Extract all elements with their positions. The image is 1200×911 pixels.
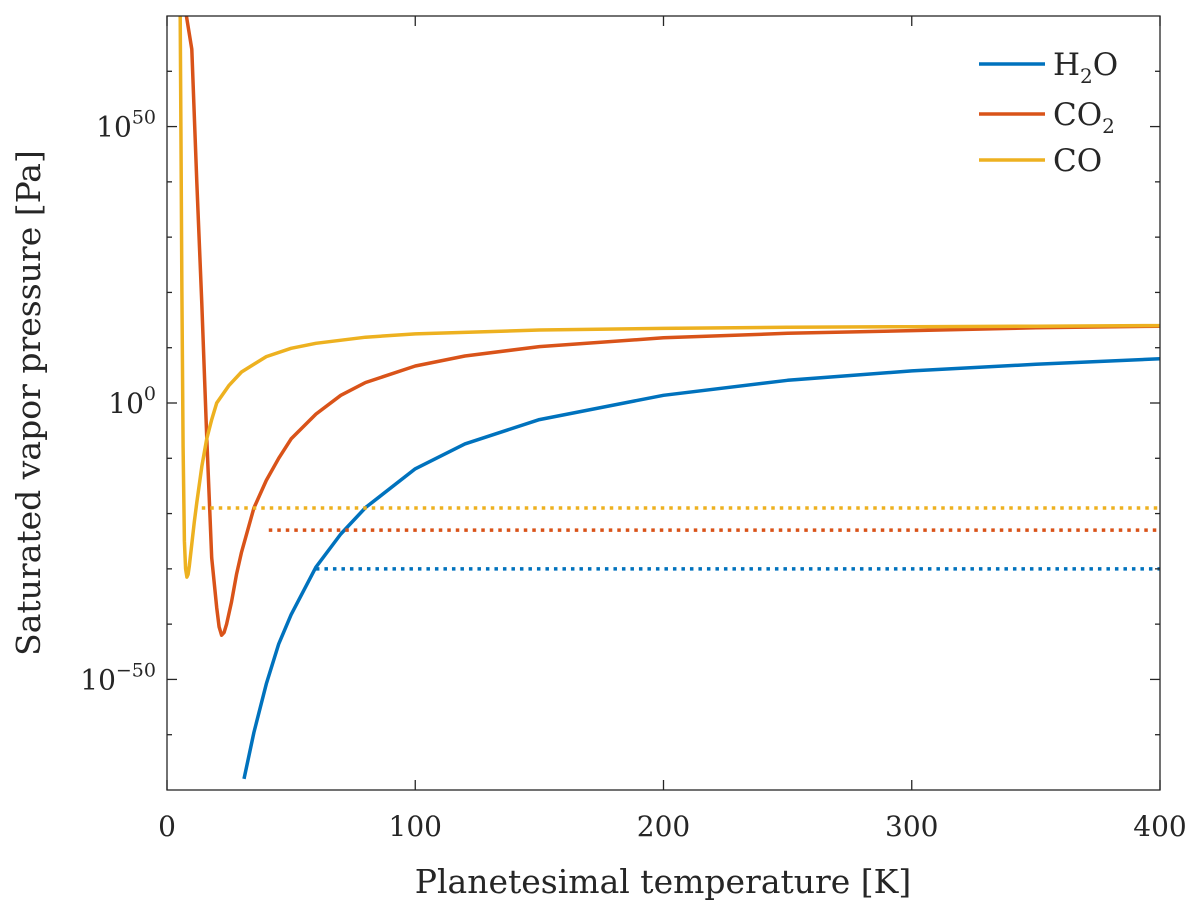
x-tick-label: 300: [885, 810, 938, 843]
x-tick-labels: 0 100 200 300 400: [158, 810, 1187, 843]
series-line-h2o: [242, 357, 1160, 780]
series-layer: [178, 16, 1160, 780]
legend-label-co: CO: [1053, 143, 1102, 179]
legend: H2O CO2 CO: [979, 47, 1118, 179]
legend-label-co2: CO2: [1053, 97, 1115, 138]
x-axis-title: Planetesimal temperature [K]: [415, 862, 911, 901]
x-tick-label: 100: [389, 810, 442, 843]
y-axis-title: Saturated vapor pressure [Pa]: [9, 150, 48, 656]
plot-area: [167, 16, 1160, 790]
x-tick-label: 0: [158, 810, 176, 843]
x-tick-label: 200: [637, 810, 690, 843]
legend-label-h2o: H2O: [1053, 47, 1118, 88]
y-tick-label: 1050: [96, 107, 156, 144]
y-tick-label: 100: [108, 383, 156, 420]
x-tick-label: 400: [1133, 810, 1186, 843]
series-line-co: [178, 16, 1160, 579]
y-tick-labels: 10−50 100 1050: [80, 107, 156, 697]
plot-frame: [166, 15, 1161, 791]
y-tick-label: 10−50: [80, 659, 156, 696]
